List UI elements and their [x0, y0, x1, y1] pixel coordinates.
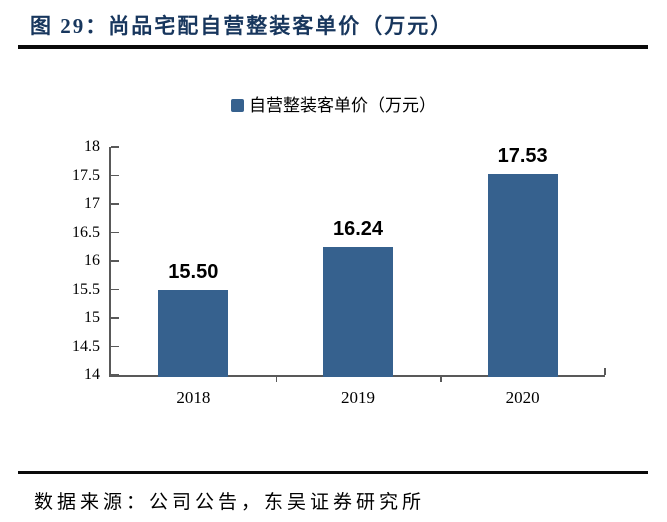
bar-2020: [487, 173, 558, 377]
figure-title: 图 29：尚品宅配自营整装客单价（万元）: [30, 14, 454, 38]
bar-value-label: 16.24: [332, 218, 384, 241]
y-axis-tick-label: 17: [84, 195, 100, 212]
y-axis-tick-label: 18: [84, 138, 100, 155]
x-axis-label: 2020: [505, 388, 540, 407]
y-axis-tick: [111, 345, 119, 347]
y-axis-tick-label: 14: [84, 366, 100, 383]
y-axis-tick: [111, 288, 119, 290]
y-axis-tick: [111, 317, 119, 319]
y-axis-tick-label: 15.5: [72, 280, 100, 298]
bar-value-label: 17.53: [497, 144, 548, 167]
y-axis-tick: [111, 231, 119, 233]
legend-swatch-icon: [231, 99, 244, 112]
data-source: 数据来源：公司公告，东吴证券研究所: [34, 492, 426, 513]
footer-rule: [18, 471, 648, 474]
legend-label: 自营整装客单价（万元）: [249, 96, 436, 115]
x-axis-tick: [440, 377, 442, 382]
y-axis-tick: [111, 203, 119, 205]
bar-value-label: 15.50: [168, 260, 219, 283]
title-rule: [18, 45, 648, 49]
y-axis-tick-label: 16.5: [72, 223, 100, 241]
bar-2018: [158, 289, 229, 377]
x-axis-tick: [275, 377, 278, 382]
y-axis-tick: [111, 174, 119, 176]
y-axis-tick: [111, 146, 119, 148]
y-axis-line: [109, 147, 111, 377]
x-axis-label: 2019: [341, 388, 375, 407]
y-axis-tick: [111, 260, 119, 262]
y-axis-tick-label: 15: [84, 309, 100, 326]
y-axis-tick-label: 14.5: [72, 337, 100, 355]
bar-2019: [323, 247, 393, 377]
x-axis-end-tick: [604, 368, 606, 375]
y-axis-tick-label: 17.5: [72, 166, 100, 184]
y-axis-tick: [111, 374, 119, 376]
y-axis-tick-label: 16: [84, 252, 100, 269]
x-axis-label: 2018: [176, 388, 211, 407]
chart-legend: 自营整装客单价（万元）: [0, 97, 667, 114]
